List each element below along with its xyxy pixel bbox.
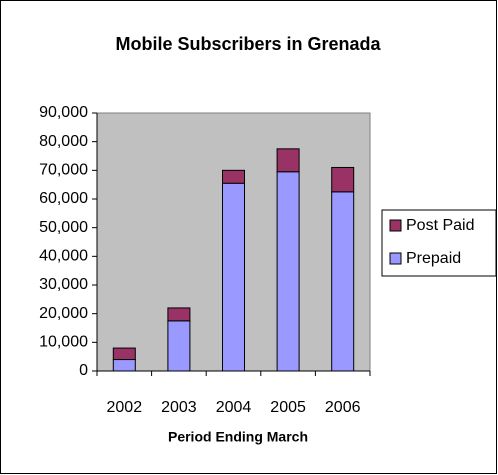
- x-axis-label: Period Ending March: [168, 429, 308, 445]
- bar-segment: [167, 320, 191, 372]
- x-tick-label: 2006: [325, 399, 361, 416]
- y-tick-label: 80,000: [39, 133, 88, 150]
- y-tick-label: 50,000: [39, 219, 88, 236]
- y-tick-label: 10,000: [39, 334, 88, 351]
- bar-segment: [331, 191, 355, 372]
- y-tick-label: 20,000: [39, 305, 88, 322]
- y-tick-label: 70,000: [39, 162, 88, 179]
- x-tick-label: 2003: [161, 399, 197, 416]
- y-tick-label: 40,000: [39, 248, 88, 265]
- bar-segment: [276, 171, 300, 372]
- bar-segment: [331, 166, 355, 193]
- legend-swatch: [389, 252, 402, 265]
- y-tick-label: 0: [79, 362, 88, 379]
- x-tick-label: 2004: [216, 399, 252, 416]
- bar-segment: [276, 148, 300, 173]
- legend-label: Prepaid: [406, 250, 461, 267]
- legend-swatch: [389, 219, 402, 232]
- chart-title: Mobile Subscribers in Grenada: [115, 34, 381, 54]
- legend-label: Post Paid: [406, 217, 474, 234]
- bar-segment: [167, 307, 191, 322]
- y-tick-label: 60,000: [39, 190, 88, 207]
- x-tick-label: 2005: [270, 399, 306, 416]
- bar-segment: [222, 169, 245, 184]
- bar-segment: [222, 182, 245, 372]
- y-tick-label: 90,000: [39, 104, 88, 121]
- bar-segment: [112, 359, 136, 372]
- bar-segment: [112, 347, 136, 361]
- x-tick-label: 2002: [107, 399, 143, 416]
- y-tick-label: 30,000: [39, 276, 88, 293]
